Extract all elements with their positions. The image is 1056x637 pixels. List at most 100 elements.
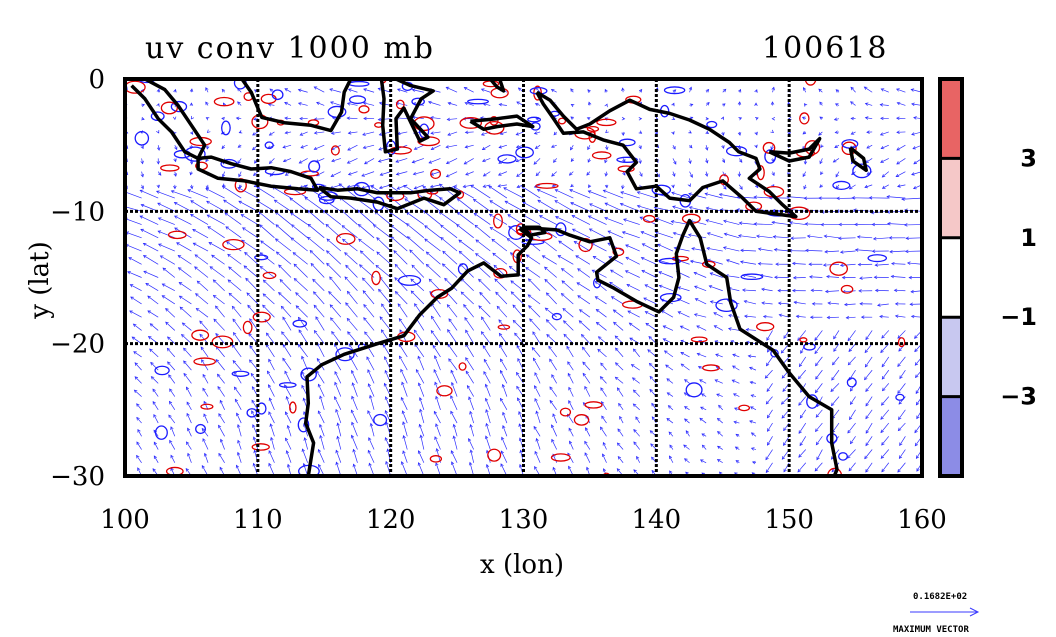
wind-vector-head [153, 455, 157, 459]
wind-vector-head [499, 131, 504, 135]
wind-vector-head [453, 186, 457, 190]
wind-vector-head [630, 364, 635, 368]
wind-vector [542, 255, 557, 265]
wind-vector [600, 362, 607, 371]
y-tick-label: −10 [50, 197, 105, 227]
wind-vector-head [669, 470, 673, 474]
wind-vector-head [120, 390, 123, 393]
wind-vector-head [633, 469, 637, 473]
wind-vector [483, 371, 491, 384]
wind-vector-head [290, 224, 295, 228]
wind-vector-head [116, 324, 119, 327]
wind-vector-head [850, 86, 854, 91]
wind-vector-head [775, 262, 779, 266]
wind-vector [633, 389, 640, 397]
wind-vector-head [256, 186, 260, 190]
wind-vector [581, 334, 591, 344]
wind-vector [307, 224, 325, 239]
wind-vector [551, 374, 558, 384]
wind-vector-head [156, 130, 160, 134]
wind-vector-head [914, 442, 919, 447]
coastline-seram-buru [469, 114, 535, 132]
colorbar-tick-label: −3 [1000, 383, 1037, 411]
wind-vector [414, 144, 425, 150]
wind-vector-head [604, 216, 608, 221]
colorbar-segment [940, 317, 962, 397]
wind-vector-head [767, 348, 771, 353]
wind-vector-head [585, 427, 589, 431]
wind-vector-head [352, 448, 356, 453]
wind-vector-head [897, 427, 902, 432]
wind-vector-head [203, 400, 207, 405]
wind-vector [347, 291, 358, 305]
convergence-contour [829, 261, 849, 276]
wind-vector-head [783, 427, 787, 432]
wind-vector [582, 373, 591, 384]
y-tick-label: 0 [88, 65, 105, 95]
wind-vector-head [187, 452, 191, 457]
convergence-contour [586, 125, 600, 132]
wind-vector-head [268, 411, 272, 415]
reference-vector-magnitude: 0.1682E+02 [913, 592, 967, 602]
wind-vector-head [910, 88, 915, 92]
wind-vector-head [515, 132, 520, 136]
wind-vector-head [810, 288, 815, 293]
wind-vector [641, 270, 657, 278]
wind-vector-head [826, 315, 831, 320]
wind-vector [125, 250, 126, 252]
wind-vector-head [880, 429, 884, 434]
wind-vector [814, 330, 823, 341]
wind-vector [374, 211, 391, 225]
wind-vector [400, 369, 408, 384]
wind-vector [586, 171, 591, 176]
wind-vector [626, 284, 640, 292]
wind-vector [225, 226, 242, 239]
wind-vector [672, 171, 676, 177]
wind-vector-head [368, 462, 372, 467]
divergence-contour [521, 239, 545, 245]
wind-vector [618, 403, 624, 411]
wind-vector [889, 250, 906, 253]
wind-vector-head [384, 437, 388, 441]
wind-vector-head [299, 116, 303, 121]
wind-vector [549, 358, 558, 371]
wind-vector-head [575, 255, 579, 259]
wind-vector [639, 158, 641, 164]
wind-vector [577, 295, 591, 305]
wind-vector-head [522, 201, 526, 205]
wind-vector-head [452, 435, 456, 440]
wind-vector-head [568, 427, 572, 432]
wind-vector-head [832, 481, 835, 484]
wind-vector [765, 462, 773, 473]
wind-vector [491, 238, 508, 252]
wind-vector-head [620, 191, 624, 195]
wind-vector [158, 217, 175, 225]
wind-vector-head [253, 183, 258, 188]
wind-vector-head [161, 295, 166, 299]
wind-vector-head [415, 369, 420, 373]
wind-vector [260, 240, 275, 252]
wind-vector-head [619, 415, 623, 420]
wind-vector [864, 369, 873, 380]
wind-vector-head [247, 304, 251, 309]
wind-vector [282, 358, 292, 371]
wind-vector-head [120, 403, 123, 406]
wind-vector [705, 219, 723, 225]
wind-vector-head [208, 242, 213, 246]
wind-vector [619, 416, 624, 424]
wind-vector-head [243, 265, 248, 269]
wind-vector [232, 318, 242, 331]
wind-vector-head [713, 312, 717, 316]
wind-vector [134, 362, 142, 371]
wind-vector-head [761, 287, 765, 292]
wind-vector [881, 356, 890, 367]
wind-vector-head [410, 290, 415, 294]
wind-vector-head [464, 101, 469, 106]
wind-vector-head [350, 434, 355, 439]
wind-vector-head [834, 103, 839, 107]
wind-vector [887, 223, 906, 225]
wind-vector [611, 296, 624, 305]
wind-vector [285, 131, 292, 134]
y-tick-label: −30 [50, 462, 105, 492]
wind-vector [566, 346, 574, 358]
